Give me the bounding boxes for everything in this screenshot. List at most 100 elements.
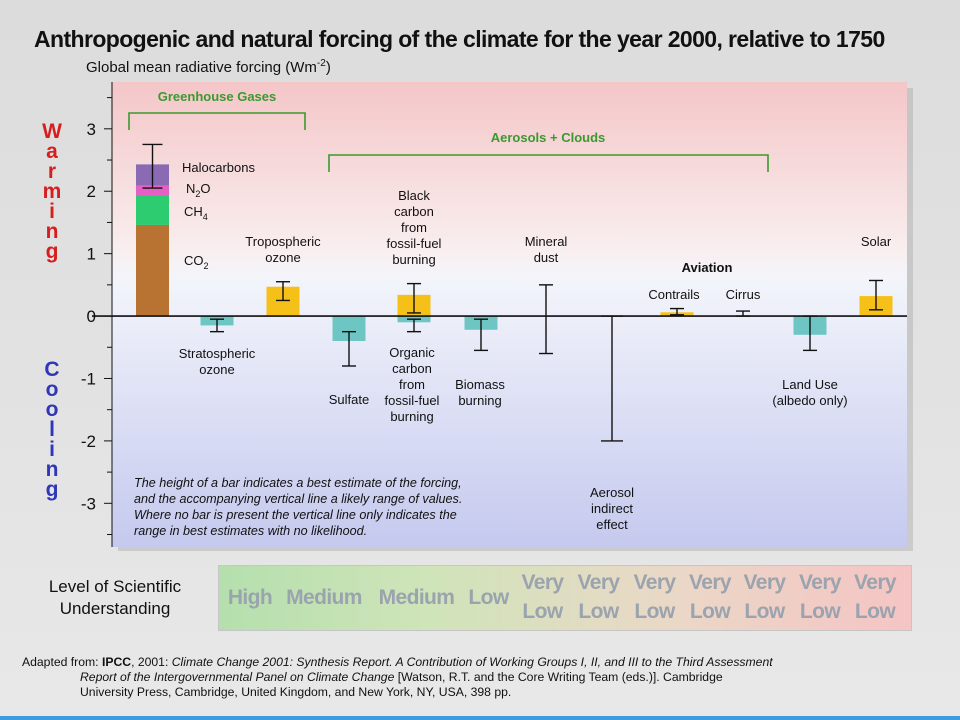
aerosols-clouds-bracket bbox=[328, 154, 769, 172]
y-tick-label: -2 bbox=[81, 432, 96, 451]
y-tick-label: -1 bbox=[81, 369, 96, 388]
bar-label-sulfate: Sulfate bbox=[329, 392, 369, 407]
note-line: Where no bar is present the vertical lin… bbox=[134, 508, 457, 522]
citation-author: IPCC bbox=[101, 655, 132, 669]
understanding-level: Very Low bbox=[792, 565, 848, 629]
stacked-bar-segment-co2 bbox=[136, 224, 169, 317]
understanding-level: Very Low bbox=[571, 565, 626, 629]
cooling-letter: o bbox=[45, 398, 59, 421]
citation-year: , 2001: bbox=[131, 655, 172, 669]
understanding-level-text: Very bbox=[743, 571, 787, 594]
bar-label-solar: Solar bbox=[861, 234, 892, 249]
cooling-letter: n bbox=[45, 458, 59, 481]
understanding-level-text: Very bbox=[521, 571, 565, 594]
group-label-greenhouse-gases: Greenhouse Gases bbox=[158, 89, 277, 104]
y-tick-label: 2 bbox=[87, 182, 96, 201]
understanding-level-text: Medium bbox=[378, 585, 455, 609]
understanding-level: Very Low bbox=[848, 565, 902, 629]
note-line: and the accompanying vertical line a lik… bbox=[134, 492, 462, 506]
chart-title: Anthropogenic and natural forcing of the… bbox=[34, 26, 885, 52]
error-bar bbox=[407, 282, 421, 314]
lsu-label-line: Understanding bbox=[59, 599, 171, 618]
y-tick-label: -3 bbox=[81, 494, 96, 513]
cooling-label: C o o l i n g bbox=[40, 359, 64, 501]
group-brackets: Greenhouse Gases Aerosols + Clouds Aviat… bbox=[128, 89, 769, 275]
y-axis-title-text: Global mean radiative forcing (Wm bbox=[86, 59, 317, 76]
understanding-level-text: Low bbox=[468, 585, 509, 609]
greenhouse-gases-bracket bbox=[128, 112, 306, 130]
group-label-aerosols-clouds: Aerosols + Clouds bbox=[491, 130, 606, 145]
bar-label-land-use: Land Use (albedo only) bbox=[772, 377, 847, 408]
lsu-label-line: Level of Scientific bbox=[48, 577, 182, 596]
segment-label-halocarbons: Halocarbons bbox=[182, 160, 255, 175]
bottom-accent-rule bbox=[0, 716, 960, 720]
error-bar bbox=[407, 318, 421, 333]
understanding-level: High bbox=[222, 565, 278, 629]
understanding-level: Very Low bbox=[683, 565, 737, 629]
stacked-bar-segment-ch4 bbox=[136, 194, 169, 225]
understanding-level-text: Low bbox=[689, 600, 731, 623]
understanding-level-text: Low bbox=[854, 600, 896, 623]
understanding-level-text: Medium bbox=[286, 585, 362, 609]
error-bar bbox=[539, 284, 553, 355]
plot-area bbox=[112, 82, 907, 547]
cooling-letter: g bbox=[45, 478, 59, 501]
segment-label-ch4: CH4 bbox=[184, 204, 208, 222]
cooling-letter: l bbox=[49, 418, 55, 441]
y-axis-title-sup: -2 bbox=[316, 58, 326, 69]
warming-letter: a bbox=[46, 140, 58, 163]
y-axis-title-end: ) bbox=[325, 59, 331, 76]
y-axis-title: Global mean radiative forcing (Wm-2) bbox=[86, 58, 331, 76]
scientific-understanding-band bbox=[218, 565, 912, 631]
citation-editors: [Watson, R.T. and the Core Writing Team … bbox=[394, 670, 723, 684]
warming-letter: m bbox=[42, 180, 62, 203]
error-bar bbox=[276, 281, 290, 302]
error-bar bbox=[142, 143, 163, 189]
understanding-level: Low bbox=[463, 565, 514, 629]
understanding-level-text: Low bbox=[744, 600, 785, 623]
bars bbox=[136, 143, 893, 442]
scientific-understanding-label: Level of Scientific Understanding bbox=[30, 576, 200, 620]
segment-label-co2: CO2 bbox=[184, 253, 209, 271]
understanding-level-text: High bbox=[227, 585, 273, 609]
segment-label-n2o: N2O bbox=[186, 181, 211, 199]
bar-label-contrails: Contrails bbox=[648, 287, 700, 302]
bar-label-stratospheric-ozone: Stratospheric ozone bbox=[179, 346, 256, 377]
citation-title: Climate Change 2001: Synthesis Report. A… bbox=[171, 655, 773, 669]
note-line: The height of a bar indicates a best est… bbox=[134, 476, 462, 490]
understanding-level: Very Low bbox=[626, 565, 683, 629]
understanding-level: Very Low bbox=[514, 565, 571, 629]
understanding-level-text: Very bbox=[577, 571, 621, 594]
y-tick-label: 0 bbox=[87, 307, 96, 326]
bar-label-biomass-burning: Biomass burning bbox=[455, 377, 505, 408]
group-label-aviation: Aviation bbox=[682, 260, 733, 275]
understanding-level: Medium bbox=[370, 565, 463, 629]
chart-note: The height of a bar indicates a best est… bbox=[134, 476, 462, 538]
understanding-level-text: Very bbox=[854, 571, 897, 594]
cooling-letter: o bbox=[45, 378, 59, 401]
warming-letter: W bbox=[42, 120, 62, 143]
warming-label: W a r m i n g bbox=[40, 120, 64, 263]
understanding-level-text: Very bbox=[689, 571, 732, 594]
error-bar bbox=[869, 279, 883, 311]
citation-line-2: Report of the Intergovernmental Panel on… bbox=[22, 670, 952, 685]
y-axis: 3 2 1 0 -1 -2 -3 bbox=[81, 82, 113, 547]
understanding-level: Very Low bbox=[737, 565, 792, 629]
bar-labels: CO2 CH4 N2O Halocarbons Stratospheric ozone Tr… bbox=[179, 160, 892, 532]
understanding-level-text: Very bbox=[799, 571, 842, 594]
warming-letter: n bbox=[45, 220, 59, 243]
error-bar bbox=[670, 307, 684, 316]
error-bar bbox=[210, 318, 224, 333]
stacked-bar-segment-n2o bbox=[136, 185, 169, 195]
bar-label-black-carbon: Black carbon from fossil-fuel burning bbox=[387, 188, 442, 267]
citation-prefix: Adapted from: bbox=[22, 655, 102, 669]
note-line: range in best estimates with no likeliho… bbox=[134, 524, 367, 538]
warming-letter: r bbox=[47, 160, 57, 183]
understanding-level: Medium bbox=[278, 565, 370, 629]
citation-line-3: University Press, Cambridge, United King… bbox=[80, 685, 512, 699]
understanding-level-text: Low bbox=[522, 600, 563, 623]
warming-letter: g bbox=[45, 240, 59, 263]
cooling-letter: i bbox=[49, 438, 55, 461]
warming-letter: i bbox=[49, 200, 55, 223]
